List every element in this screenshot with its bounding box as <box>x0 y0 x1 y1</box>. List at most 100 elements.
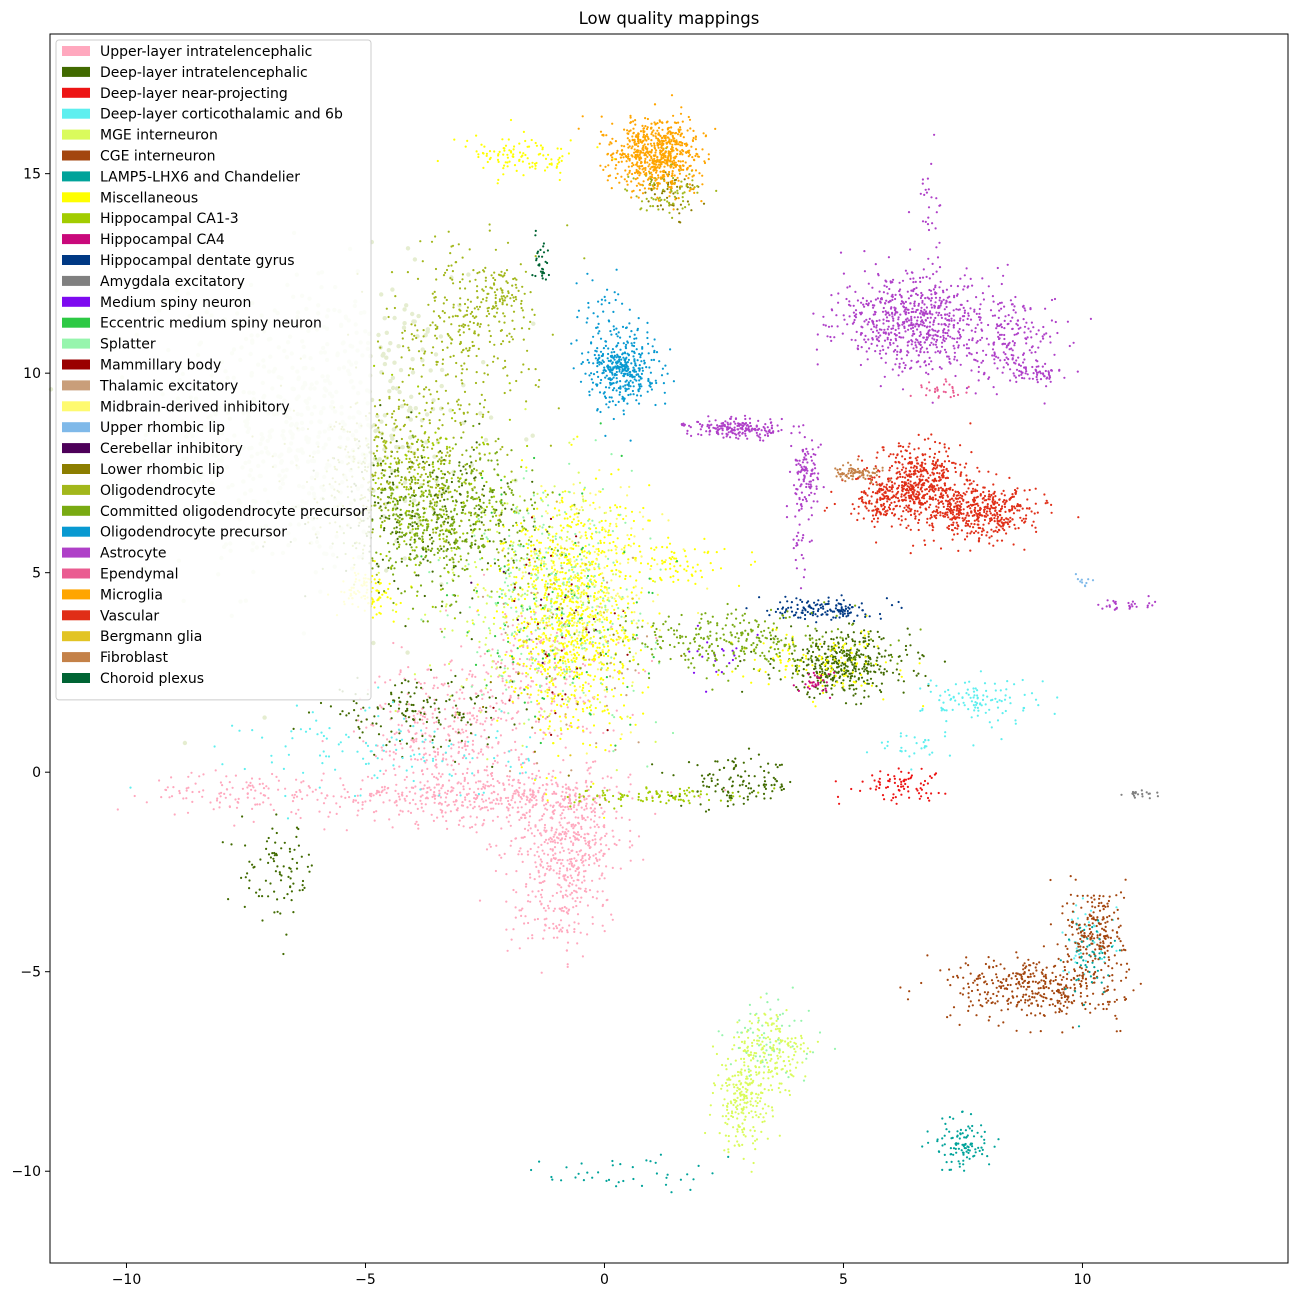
point-upper-layer-intratelencephalic <box>539 900 542 903</box>
point-cge-interneuron <box>1098 897 1101 900</box>
point-upper-layer-intratelencephalic <box>544 717 547 720</box>
point-deep-layer-near-projecting <box>920 767 923 770</box>
point-deep-layer-intratelencephalic <box>749 787 753 790</box>
point-upper-layer-intratelencephalic <box>560 838 563 841</box>
point-upper-layer-intratelencephalic <box>610 913 613 916</box>
background-point <box>401 325 407 330</box>
point-cge-interneuron <box>1104 921 1107 924</box>
point-upper-layer-intratelencephalic <box>570 862 573 866</box>
point-upper-layer-intratelencephalic <box>510 749 513 752</box>
point-mge-interneuron <box>756 1039 759 1042</box>
point-upper-layer-intratelencephalic <box>405 795 408 798</box>
point-mge-interneuron <box>764 1037 768 1040</box>
point-upper-layer-intratelencephalic <box>404 717 407 720</box>
point-deep-layer-near-projecting <box>859 789 862 793</box>
point-deep-layer-near-projecting <box>875 785 878 788</box>
point-cge-interneuron <box>1108 914 1111 918</box>
point-deep-layer-intratelencephalic <box>452 473 455 476</box>
point-upper-layer-intratelencephalic <box>570 857 573 861</box>
point-upper-layer-intratelencephalic <box>322 802 326 805</box>
point-mge-interneuron <box>752 1054 755 1057</box>
point-deep-layer-intratelencephalic <box>423 594 426 598</box>
point-deep-layer-intratelencephalic <box>243 905 246 909</box>
point-upper-layer-intratelencephalic <box>461 746 464 750</box>
point-mge-interneuron <box>632 655 635 658</box>
point-deep-layer-intratelencephalic <box>430 536 433 539</box>
point-mge-interneuron <box>513 575 516 579</box>
point-cge-interneuron <box>995 986 998 989</box>
point-deep-layer-intratelencephalic <box>415 574 418 577</box>
point-mge-interneuron <box>775 1019 778 1023</box>
point-upper-layer-intratelencephalic <box>481 723 484 726</box>
point-cge-interneuron <box>1056 999 1059 1002</box>
point-upper-layer-intratelencephalic <box>459 732 462 735</box>
point-upper-layer-intratelencephalic <box>552 927 555 930</box>
point-upper-layer-intratelencephalic <box>527 824 531 827</box>
point-deep-layer-near-projecting <box>893 777 897 780</box>
point-mge-interneuron <box>553 640 557 644</box>
point-upper-layer-intratelencephalic <box>426 718 429 721</box>
point-upper-layer-intratelencephalic <box>398 765 401 768</box>
point-deep-layer-near-projecting <box>871 774 874 777</box>
point-deep-layer-intratelencephalic <box>734 765 737 768</box>
point-cge-interneuron <box>1090 942 1093 945</box>
point-upper-layer-intratelencephalic <box>453 803 456 806</box>
point-cge-interneuron <box>1113 1000 1116 1003</box>
point-deep-layer-intratelencephalic <box>826 655 829 659</box>
point-cge-interneuron <box>967 982 970 985</box>
point-upper-layer-intratelencephalic <box>436 816 439 819</box>
point-upper-layer-intratelencephalic <box>600 836 603 839</box>
point-upper-layer-intratelencephalic <box>510 650 513 653</box>
point-upper-layer-intratelencephalic <box>511 794 514 798</box>
point-upper-layer-intratelencephalic <box>569 798 572 802</box>
point-deep-layer-corticothalamic-and-6b <box>979 670 983 673</box>
point-mge-interneuron <box>755 1104 758 1108</box>
point-upper-layer-intratelencephalic <box>570 876 573 880</box>
point-deep-layer-intratelencephalic <box>347 712 350 715</box>
point-deep-layer-intratelencephalic <box>512 559 515 562</box>
point-deep-layer-corticothalamic-and-6b <box>1022 706 1025 710</box>
point-deep-layer-intratelencephalic <box>411 515 414 518</box>
point-deep-layer-intratelencephalic <box>867 695 870 698</box>
point-upper-layer-intratelencephalic <box>577 821 580 825</box>
point-deep-layer-intratelencephalic <box>400 682 403 685</box>
point-upper-layer-intratelencephalic <box>552 857 556 860</box>
point-deep-layer-intratelencephalic <box>494 696 497 700</box>
point-deep-layer-intratelencephalic <box>409 724 412 728</box>
point-cge-interneuron <box>964 962 967 965</box>
point-deep-layer-intratelencephalic <box>876 630 879 634</box>
point-upper-layer-intratelencephalic <box>601 890 604 893</box>
point-cge-interneuron <box>1117 926 1120 929</box>
point-cge-interneuron <box>1049 979 1052 982</box>
point-deep-layer-intratelencephalic <box>825 674 828 678</box>
point-upper-layer-intratelencephalic <box>241 787 244 790</box>
point-deep-layer-corticothalamic-and-6b <box>529 736 532 739</box>
point-upper-layer-intratelencephalic <box>479 750 482 753</box>
point-upper-layer-intratelencephalic <box>553 907 557 910</box>
point-deep-layer-intratelencephalic <box>869 630 872 633</box>
point-cge-interneuron <box>995 994 998 998</box>
point-upper-layer-intratelencephalic <box>446 804 449 807</box>
point-cge-interneuron <box>1019 999 1023 1002</box>
point-deep-layer-corticothalamic-and-6b <box>311 711 314 714</box>
point-deep-layer-corticothalamic-and-6b <box>243 767 246 771</box>
point-upper-layer-intratelencephalic <box>577 887 581 890</box>
point-mge-interneuron <box>761 1046 764 1049</box>
point-upper-layer-intratelencephalic <box>559 805 563 809</box>
point-upper-layer-intratelencephalic <box>433 797 437 800</box>
point-deep-layer-corticothalamic-and-6b <box>961 696 964 699</box>
point-cge-interneuron <box>1073 977 1076 980</box>
point-deep-layer-intratelencephalic <box>728 794 731 798</box>
point-cge-interneuron <box>991 1001 994 1004</box>
point-deep-layer-intratelencephalic <box>897 679 900 682</box>
point-upper-layer-intratelencephalic <box>461 756 464 760</box>
point-upper-layer-intratelencephalic <box>435 720 438 724</box>
point-mge-interneuron <box>750 1170 753 1173</box>
point-deep-layer-intratelencephalic <box>912 669 915 673</box>
point-upper-layer-intratelencephalic <box>515 870 518 873</box>
point-deep-layer-intratelencephalic <box>773 783 776 787</box>
point-cge-interneuron <box>1093 977 1096 980</box>
point-upper-layer-intratelencephalic <box>589 818 593 821</box>
point-upper-layer-intratelencephalic <box>534 795 537 798</box>
